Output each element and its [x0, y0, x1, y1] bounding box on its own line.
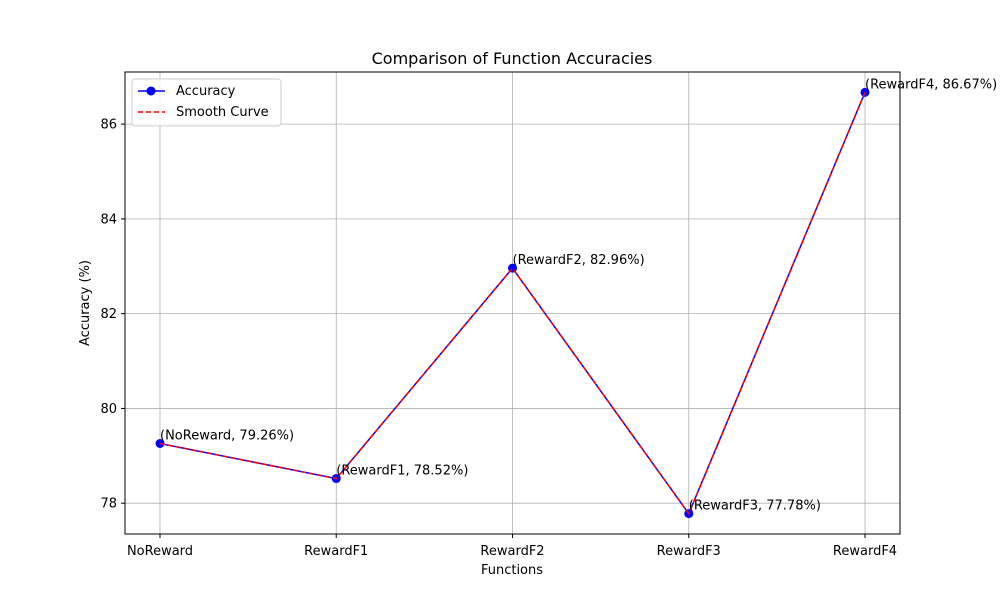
series: [155, 87, 870, 519]
grid: [125, 72, 900, 534]
legend-smooth-label: Smooth Curve: [176, 105, 269, 120]
y-axis-ticks: 78 80 82 84 86: [100, 118, 125, 512]
legend-box: [131, 78, 282, 127]
y-tick-label: 86: [100, 118, 117, 133]
y-tick-label: 78: [100, 497, 117, 512]
y-axis-label: Accuracy (%): [78, 260, 93, 346]
data-label: (RewardF1, 78.52%): [336, 464, 468, 479]
data-label: (NoReward, 79.26%): [160, 428, 294, 443]
x-tick-label: RewardF2: [480, 544, 544, 559]
chart-title: Comparison of Function Accuracies: [372, 49, 653, 68]
legend: Accuracy Smooth Curve: [131, 78, 282, 127]
data-label: (RewardF3, 77.78%): [689, 499, 821, 514]
smooth-curve-series-line: [159, 92, 866, 516]
y-tick-label: 82: [100, 307, 117, 322]
x-tick-label: RewardF3: [657, 544, 721, 559]
data-annotations: (NoReward, 79.26%) (RewardF1, 78.52%) (Rew…: [160, 77, 997, 513]
x-tick-label: NoReward: [127, 544, 193, 559]
x-tick-label: RewardF4: [833, 544, 897, 559]
data-label: (RewardF4, 86.67%): [865, 77, 997, 92]
x-axis-ticks: NoReward RewardF1 RewardF2 RewardF3 RewardF4: [127, 534, 897, 559]
legend-accuracy-marker: [146, 86, 156, 96]
y-tick-label: 80: [100, 402, 117, 417]
legend-accuracy-label: Accuracy: [176, 84, 236, 99]
data-label: (RewardF2, 82.96%): [513, 253, 645, 268]
y-tick-label: 84: [100, 212, 117, 227]
x-axis-label: Functions: [481, 563, 543, 578]
x-tick-label: RewardF1: [304, 544, 368, 559]
